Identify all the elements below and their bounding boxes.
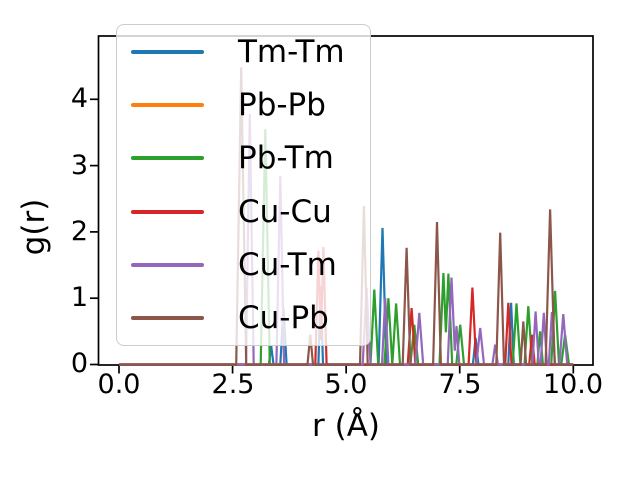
legend-line-swatch	[131, 102, 204, 107]
legend-label: Pb-Pb	[238, 86, 326, 123]
legend-item: Cu-Pb	[117, 292, 370, 345]
axis-tick-marks	[90, 98, 575, 374]
rdf-curves	[119, 67, 574, 366]
x-tick-label: 7.5	[438, 369, 482, 400]
legend-item: Cu-Cu	[117, 185, 370, 238]
x-tick-label: 2.5	[211, 369, 255, 400]
legend-item: Tm-Tm	[117, 25, 370, 78]
legend-line-swatch	[131, 316, 204, 321]
legend-label: Tm-Tm	[238, 33, 345, 70]
legend-item: Pb-Pb	[117, 78, 370, 131]
x-tick-label: 0.0	[97, 369, 141, 400]
y-tick-label: 4	[70, 83, 88, 114]
legend-line-swatch	[131, 49, 204, 54]
legend-item: Cu-Tm	[117, 238, 370, 291]
legend-line-swatch	[131, 156, 204, 161]
series-line-Cu-Pb	[119, 67, 574, 366]
legend-label: Pb-Tm	[238, 140, 334, 177]
legend-label: Cu-Cu	[238, 193, 332, 230]
legend-label: Cu-Tm	[238, 246, 337, 283]
x-tick-label: 5.0	[324, 369, 368, 400]
legend-line-swatch	[131, 262, 204, 267]
legend-label: Cu-Pb	[238, 300, 329, 337]
y-tick-label: 0	[70, 348, 88, 379]
y-axis-label: g(r)	[16, 198, 52, 256]
x-axis-label: r (Å)	[312, 408, 380, 444]
legend-line-swatch	[131, 209, 204, 214]
legend-item: Pb-Tm	[117, 132, 370, 185]
y-tick-label: 1	[70, 282, 88, 313]
y-tick-label: 3	[70, 150, 88, 181]
x-tick-label: 10.0	[542, 369, 604, 400]
y-tick-label: 2	[70, 216, 88, 247]
legend: Tm-Tm Pb-Pb Pb-Tm Cu-Cu Cu-Tm Cu-Pb	[116, 24, 371, 346]
